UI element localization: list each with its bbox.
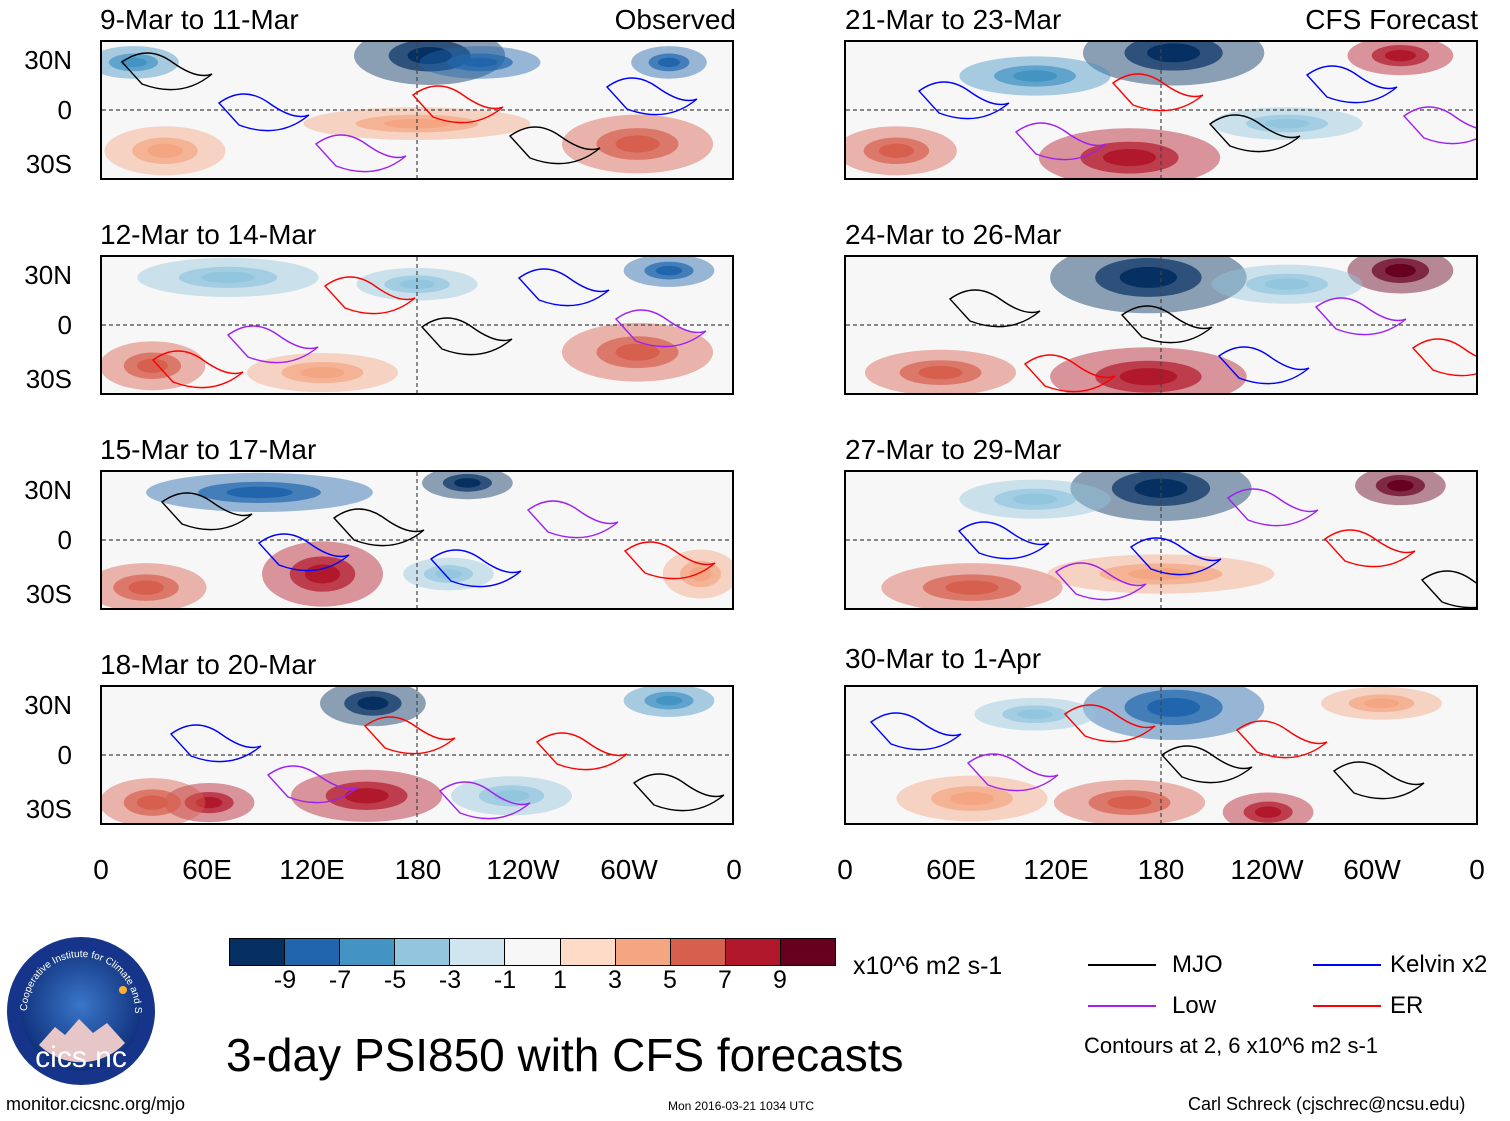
xlabel-left-120e: 120E xyxy=(279,854,345,885)
xlabel-left-180: 180 xyxy=(394,854,442,885)
legend-er-label: ER xyxy=(1390,992,1424,1019)
cics-logo: Cooperative Institute for Climate and Sa… xyxy=(2,927,157,1087)
footer-timestamp: Mon 2016-03-21 1034 UTC xyxy=(668,1099,815,1113)
xlabel-left-120w: 120W xyxy=(486,854,560,885)
contours-note: Contours at 2, 6 x10^6 m2 s-1 xyxy=(1084,1033,1379,1058)
ylabel-eq-row1: 0 xyxy=(57,95,72,125)
panel-title-6: 27-Mar to 29-Mar xyxy=(845,434,1062,465)
map-panel-2 xyxy=(844,40,1478,180)
ylabel-30s-row3: 30S xyxy=(25,579,72,609)
map-panel-4 xyxy=(844,255,1478,395)
xlabel-right-180: 180 xyxy=(1137,854,1185,885)
colorbar-bin-7 xyxy=(559,939,615,965)
colorbar-bin-11 xyxy=(779,939,836,965)
footer-credit: Carl Schreck (cjschrec@ncsu.edu) xyxy=(1188,1094,1466,1114)
ylabel-30s-row2: 30S xyxy=(25,364,72,394)
legend-low-line xyxy=(1088,1005,1156,1007)
map-field-2 xyxy=(846,42,1476,178)
ylabel-30s-row1: 30S xyxy=(25,149,72,179)
map-field-7 xyxy=(102,687,732,823)
xlabel-right-0-end: 0 xyxy=(1469,854,1485,885)
colorbar-bin-5 xyxy=(449,939,505,965)
map-field-8 xyxy=(846,687,1476,823)
panel-title-2: 21-Mar to 23-Mar xyxy=(845,4,1062,35)
colorbar-label-9: 9 xyxy=(773,966,787,994)
panel-title-8: 30-Mar to 1-Apr xyxy=(845,643,1042,674)
colorbar-bin-2 xyxy=(284,939,340,965)
colorbar-label-m9: -9 xyxy=(273,966,297,994)
logo-text: cics.nc xyxy=(35,1041,127,1074)
map-field-3 xyxy=(102,257,732,393)
map-panel-5 xyxy=(100,470,734,610)
xlabel-left-0-end: 0 xyxy=(726,854,742,885)
colorbar-bin-3 xyxy=(339,939,395,965)
colorbar xyxy=(229,938,836,966)
map-panel-3 xyxy=(100,255,734,395)
map-panel-7 xyxy=(100,685,734,825)
legend-mjo-label: MJO xyxy=(1172,951,1223,978)
observed-label: Observed xyxy=(614,4,736,35)
legend-mjo-line xyxy=(1088,964,1156,966)
ylabel-30s-row4: 30S xyxy=(25,794,72,824)
colorbar-label-m3: -3 xyxy=(438,966,462,994)
colorbar-label-1: 1 xyxy=(553,966,567,994)
panel-title-4: 24-Mar to 26-Mar xyxy=(845,219,1062,250)
legend-kelvin-line xyxy=(1313,964,1381,966)
panel-title-1: 9-Mar to 11-Mar xyxy=(100,4,299,35)
panel-title-3: 12-Mar to 14-Mar xyxy=(100,219,317,250)
panel-title-5: 15-Mar to 17-Mar xyxy=(100,434,317,465)
legend-er-line xyxy=(1313,1005,1381,1007)
colorbar-label-m5: -5 xyxy=(383,966,407,994)
footer-url: monitor.cicsnc.org/mjo xyxy=(6,1094,186,1114)
ylabel-eq-row4: 0 xyxy=(57,740,72,770)
xlabel-left-0: 0 xyxy=(93,854,109,885)
ylabel-30n-row4: 30N xyxy=(24,690,72,720)
xlabel-right-120e: 120E xyxy=(1023,854,1089,885)
logo-emblem-icon: Cooperative Institute for Climate and Sa… xyxy=(2,927,155,1085)
map-field-1 xyxy=(102,42,732,178)
map-field-4 xyxy=(846,257,1476,393)
colorbar-label-3: 3 xyxy=(608,966,622,994)
colorbar-bin-4 xyxy=(394,939,450,965)
xlabel-right-60e: 60E xyxy=(926,854,976,885)
ylabel-eq-row2: 0 xyxy=(57,310,72,340)
map-field-5 xyxy=(102,472,732,608)
colorbar-label-7: 7 xyxy=(718,966,732,994)
cfs-forecast-label: CFS Forecast xyxy=(1305,4,1478,35)
colorbar-bin-10 xyxy=(724,939,780,965)
colorbar-units: x10^6 m2 s-1 xyxy=(853,952,1003,980)
map-panel-6 xyxy=(844,470,1478,610)
legend-low-label: Low xyxy=(1172,992,1217,1019)
ylabel-30n-row2: 30N xyxy=(24,260,72,290)
ylabel-eq-row3: 0 xyxy=(57,525,72,555)
colorbar-label-m1: -1 xyxy=(493,966,517,994)
xlabel-left-60w: 60W xyxy=(600,854,658,885)
panel-title-7: 18-Mar to 20-Mar xyxy=(100,649,317,680)
legend-kelvin-label: Kelvin x2 xyxy=(1390,951,1488,978)
xlabel-right-0: 0 xyxy=(837,854,853,885)
xlabel-right-60w: 60W xyxy=(1343,854,1401,885)
colorbar-bin-8 xyxy=(614,939,670,965)
ylabel-30n-row3: 30N xyxy=(24,475,72,505)
ylabel-30n-row1: 30N xyxy=(24,45,72,75)
map-field-6 xyxy=(846,472,1476,608)
xlabel-left-60e: 60E xyxy=(182,854,232,885)
main-title: 3-day PSI850 with CFS forecasts xyxy=(226,1029,904,1081)
map-panel-8 xyxy=(844,685,1478,825)
colorbar-label-m7: -7 xyxy=(328,966,352,994)
colorbar-bin-6 xyxy=(504,939,560,965)
colorbar-bin-1 xyxy=(230,939,285,965)
colorbar-label-5: 5 xyxy=(663,966,677,994)
xlabel-right-120w: 120W xyxy=(1230,854,1304,885)
map-panel-1 xyxy=(100,40,734,180)
colorbar-bin-9 xyxy=(669,939,725,965)
